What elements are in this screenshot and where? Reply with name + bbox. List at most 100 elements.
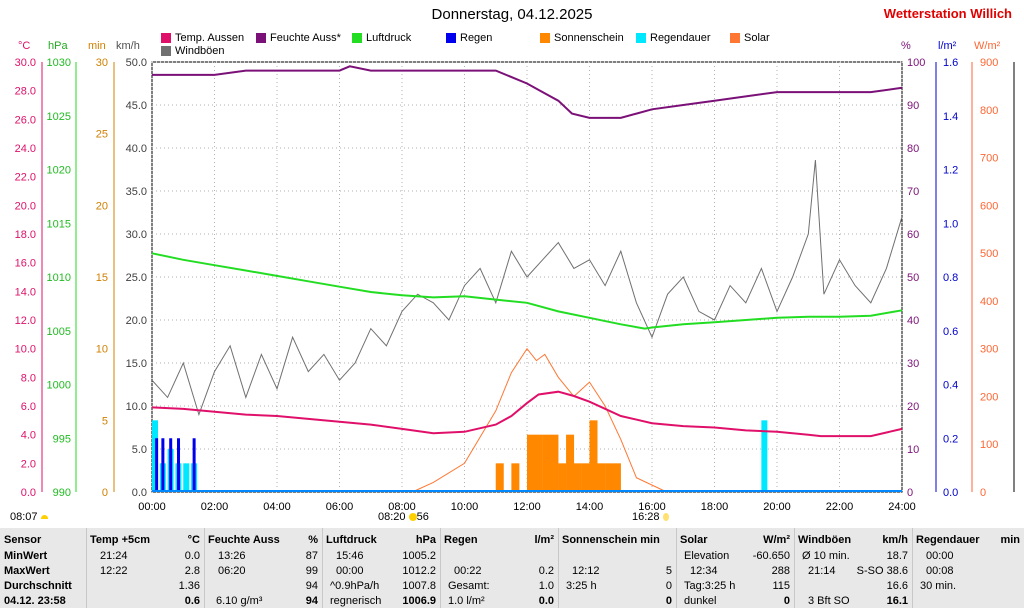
stats-col-pressure: Luftdruck hPa 15:46 1005.2 00:00 1012.2 ^0.… <box>322 528 441 608</box>
temp-tick-label: 30.0 <box>15 57 36 69</box>
unit-rain: l/m² <box>938 40 957 52</box>
stat-value: 0.6 <box>184 595 200 607</box>
sunshine-bar <box>511 463 520 492</box>
stats-col-humidity: Feuchte Auss% 13:26 87 06:20 99 94 6.10 g/… <box>204 528 323 608</box>
stats-footer: Sensor MinWert MaxWert Durchschnitt 04.1… <box>0 528 1024 608</box>
rain-tick-label: 0.6 <box>943 326 958 338</box>
stat-value: 1005.2 <box>402 550 436 562</box>
left-time-mark: 08:07 <box>10 511 48 523</box>
legend-pressure: Luftdruck <box>352 32 411 44</box>
stat-time: 30 min. <box>920 580 957 592</box>
stats-col-solar: Solar W/m² Elevation -60.650 12:34 288 Tag:… <box>676 528 795 608</box>
temp-tick-label: 20.0 <box>15 200 36 212</box>
minutes-tick-label: 10 <box>96 344 108 356</box>
temp-tick-label: 28.0 <box>15 86 36 98</box>
stat-value: 0 <box>665 580 672 592</box>
stats-col-rain: Regen l/m² 00:22 0.2 Gesamt: 1.0 1.0 l/m² 0.… <box>440 528 559 608</box>
stats-col-gusts: Windböen km/h Ø 10 min. 18.7 21:14 S-SO 38.… <box>794 528 913 608</box>
stat-time: 3 Bft SO <box>808 595 850 607</box>
legend-swatch <box>730 33 740 43</box>
col-header: Sonnenschein min <box>562 534 660 546</box>
time-tick-label: 18:00 <box>701 501 729 513</box>
time-tick-label: 16:00 <box>638 501 666 513</box>
rain-tick-label: 1.4 <box>943 111 958 123</box>
time-tick-label: 04:00 <box>263 501 291 513</box>
wind-tick-label: 15.0 <box>126 358 147 370</box>
chart-title: Donnerstag, 04.12.2025 <box>431 6 593 23</box>
stat-value: 16.6 <box>886 580 908 592</box>
sunset-time: 16:28 <box>632 511 660 523</box>
rain-bar <box>155 438 159 492</box>
solar-tick-label: 800 <box>980 105 998 117</box>
stat-time: Ø 10 min. <box>802 550 850 562</box>
series-humidity <box>152 65 903 119</box>
legend-swatch <box>352 33 362 43</box>
sunrise-time: 08:20 <box>378 511 406 523</box>
humidity-tick-label: 20 <box>907 401 919 413</box>
stat-time: 1.0 l/m² <box>448 595 485 607</box>
series-gusts <box>151 159 903 417</box>
sunshine-bar <box>597 463 606 492</box>
stat-value: -60.650 <box>752 550 790 562</box>
solar-tick-label: 100 <box>980 439 998 451</box>
stat-value: 288 <box>771 565 790 577</box>
stat-value: 94 <box>305 595 318 607</box>
temp-tick-label: 0.0 <box>21 487 36 499</box>
legend-gusts: Windböen <box>161 45 225 57</box>
sunshine-bar <box>573 463 582 492</box>
pressure-tick-label: 1005 <box>47 326 71 338</box>
wind-tick-label: 30.0 <box>126 229 147 241</box>
row-label: Durchschnitt <box>4 580 72 592</box>
rain-tick-label: 0.8 <box>943 272 958 284</box>
stat-value: 0 <box>783 595 790 607</box>
temp-tick-label: 18.0 <box>15 229 36 241</box>
solar-tick-label: 300 <box>980 344 998 356</box>
pressure-tick-label: 1010 <box>47 272 71 284</box>
stat-time: 12:22 <box>100 565 128 577</box>
sun-icon <box>408 513 417 522</box>
sunshine-bar <box>581 463 590 492</box>
time-tick-label: 06:00 <box>326 501 354 513</box>
col-header: Sensor <box>4 534 42 546</box>
legend-label: Temp. Aussen <box>175 32 245 44</box>
stat-value: 16.1 <box>886 595 908 607</box>
series-pressure <box>151 252 903 330</box>
legend-swatch <box>636 33 646 43</box>
minutes-tick-label: 30 <box>96 57 108 69</box>
stat-value: 99 <box>305 565 318 577</box>
sunshine-bar <box>566 434 575 492</box>
time-tick-label: 08:00 <box>388 501 416 513</box>
legend-raindur: Regendauer <box>636 32 711 44</box>
wind-tick-label: 25.0 <box>126 272 147 284</box>
col-header: Regen <box>444 534 478 546</box>
stat-value: 1012.2 <box>402 565 436 577</box>
temp-tick-label: 10.0 <box>15 344 36 356</box>
stat-value: 2.8 <box>184 565 200 577</box>
legend-rain: Regen <box>446 32 492 44</box>
temp-tick-label: 2.0 <box>21 458 36 470</box>
stat-time: 6.10 g/m³ <box>216 595 263 607</box>
unit-pressure: hPa <box>48 40 68 52</box>
legend-humidity: Feuchte Auss* <box>256 32 341 44</box>
stat-value: 87 <box>305 550 318 562</box>
sunrise-mark: 08:20 56 <box>378 511 429 523</box>
stat-value: 5 <box>665 565 672 577</box>
stat-time: regnerisch <box>330 595 382 607</box>
minutes-tick-label: 20 <box>96 200 108 212</box>
stat-time: 21:14 <box>808 565 836 577</box>
pressure-tick-label: 995 <box>53 433 71 445</box>
legend-sunshine: Sonnenschein <box>540 32 624 44</box>
pressure-tick-label: 990 <box>53 487 71 499</box>
temp-tick-label: 22.0 <box>15 172 36 184</box>
sunshine-bar <box>495 463 504 492</box>
legend-swatch <box>161 46 171 56</box>
temp-tick-label: 24.0 <box>15 143 36 155</box>
sunshine-bar <box>605 463 614 492</box>
raindur-bar <box>183 463 190 492</box>
rain-bar <box>161 438 165 492</box>
stat-time: 00:00 <box>336 565 364 577</box>
unit-solar: W/m² <box>974 40 1001 52</box>
temp-tick-label: 26.0 <box>15 114 36 126</box>
weather-chart: 30.0 28.0 26.0 24.0 22.0 20.0 18.0 16.0 14.0 12.0… <box>15 57 1015 513</box>
stat-value: 1.0 <box>538 580 554 592</box>
